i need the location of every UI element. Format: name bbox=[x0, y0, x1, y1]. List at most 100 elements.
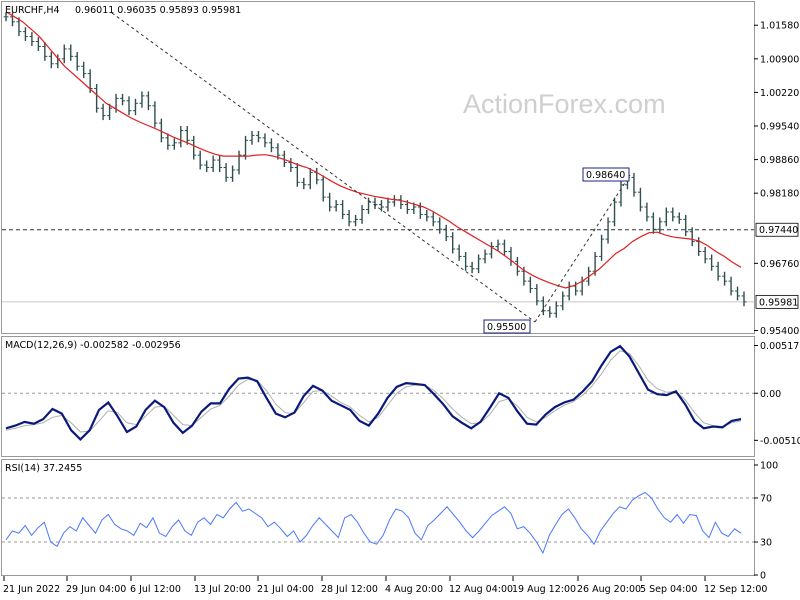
x-tick-label: 12 Sep 12:00 bbox=[704, 584, 767, 595]
price-bar bbox=[391, 195, 397, 207]
macd-panel-frame bbox=[1, 336, 755, 457]
price-bar bbox=[540, 296, 546, 316]
price-ytick-label: 0.96760 bbox=[760, 259, 799, 270]
price-layer: 0.98640 0.95500 bbox=[2, 11, 754, 334]
price-bar bbox=[728, 276, 734, 296]
price-bar bbox=[333, 200, 339, 212]
price-bar bbox=[158, 118, 164, 143]
price-bar bbox=[353, 214, 359, 227]
price-bar bbox=[197, 150, 203, 170]
price-bar bbox=[29, 32, 35, 46]
price-bar bbox=[61, 44, 67, 64]
price-bar bbox=[437, 217, 443, 234]
price-bar bbox=[735, 286, 741, 301]
rsi-line bbox=[5, 491, 742, 555]
price-bar bbox=[424, 209, 430, 222]
price-bar bbox=[327, 192, 333, 212]
price-bar bbox=[171, 138, 177, 150]
price-bar bbox=[476, 254, 482, 274]
price-bar bbox=[514, 256, 520, 276]
price-bar bbox=[631, 172, 637, 197]
price-bar bbox=[372, 197, 378, 209]
price-ytick-label: 1.00220 bbox=[760, 88, 799, 99]
price-bar bbox=[482, 249, 488, 264]
price-bar bbox=[463, 251, 469, 271]
price-bar bbox=[650, 212, 656, 234]
price-bar bbox=[722, 271, 728, 286]
price-bar bbox=[378, 200, 384, 212]
price-bar bbox=[709, 254, 715, 271]
current-price-tag: 0.95981 bbox=[755, 294, 799, 309]
x-tick-label: 28 Jul 12:00 bbox=[321, 584, 378, 595]
price-bar bbox=[553, 301, 559, 318]
macd-layer bbox=[2, 344, 754, 441]
price-bar bbox=[566, 281, 572, 301]
price-bar bbox=[165, 133, 171, 150]
x-tick-label: 21 Jul 04:00 bbox=[257, 584, 314, 595]
price-bar bbox=[94, 84, 100, 113]
level-price-tag-box bbox=[755, 222, 799, 237]
high-annotation-box bbox=[582, 167, 630, 182]
price-bar bbox=[230, 165, 236, 182]
current-price-tag-text: 0.95981 bbox=[759, 297, 798, 308]
price-bar bbox=[398, 195, 404, 209]
high-annotation-text: 0.98640 bbox=[586, 170, 625, 181]
uptrend-line bbox=[534, 174, 631, 323]
price-bar bbox=[320, 175, 326, 202]
low-annotation: 0.95500 bbox=[483, 319, 531, 334]
price-bar bbox=[249, 130, 255, 145]
price-bar bbox=[268, 138, 274, 153]
price-bar bbox=[210, 155, 216, 172]
price-bar bbox=[670, 207, 676, 222]
price-bar bbox=[301, 177, 307, 190]
price-bar bbox=[618, 180, 624, 207]
price-bar bbox=[223, 163, 229, 182]
axis-layer: 1.01580 1.00900 1.00220 0.99540 0.98860 0.981… bbox=[3, 21, 800, 595]
price-bar bbox=[605, 217, 611, 244]
price-ytick-label: 1.00900 bbox=[760, 54, 799, 65]
price-bar bbox=[107, 103, 113, 121]
ohlc-label: 0.96011 0.96035 0.95893 0.95981 bbox=[75, 5, 241, 16]
price-bar bbox=[715, 261, 721, 281]
price-bar bbox=[204, 160, 210, 172]
level-price-tag-text: 0.97440 bbox=[759, 225, 798, 236]
x-tick-label: 4 Aug 20:00 bbox=[385, 584, 443, 595]
rsi-label: RSI(14) 37.2455 bbox=[5, 463, 82, 474]
price-bar bbox=[262, 133, 268, 148]
price-bar bbox=[385, 197, 391, 212]
price-bar bbox=[22, 27, 28, 42]
price-bar bbox=[281, 150, 287, 168]
price-bar bbox=[48, 51, 54, 69]
price-bar bbox=[120, 93, 126, 106]
downtrend-line-extension bbox=[397, 221, 536, 323]
x-tick-label: 26 Aug 20:00 bbox=[577, 584, 641, 595]
price-bar bbox=[132, 98, 138, 116]
low-annotation-text: 0.95500 bbox=[487, 322, 526, 333]
price-bar bbox=[612, 197, 618, 227]
price-bar bbox=[637, 187, 643, 212]
high-annotation: 0.98640 bbox=[582, 167, 630, 182]
downtrend-line bbox=[111, 12, 399, 223]
price-bar bbox=[741, 291, 747, 307]
price-ytick-label: 0.95400 bbox=[760, 326, 799, 337]
price-bar bbox=[456, 244, 462, 261]
rsi-ytick-label: 100 bbox=[760, 461, 778, 472]
moving-average-line bbox=[5, 11, 742, 289]
rsi-layer bbox=[2, 491, 754, 555]
price-bar bbox=[217, 155, 223, 172]
price-panel-frame bbox=[1, 1, 755, 334]
price-bar bbox=[359, 205, 365, 224]
price-bar bbox=[9, 12, 15, 27]
price-bar bbox=[469, 261, 475, 274]
price-bar bbox=[689, 227, 695, 247]
x-tick-label: 21 Jun 2022 bbox=[3, 584, 60, 595]
price-bar bbox=[702, 247, 708, 264]
price-bar bbox=[676, 212, 682, 224]
price-bar bbox=[42, 42, 48, 61]
price-bar bbox=[663, 207, 669, 227]
price-bar bbox=[184, 126, 190, 145]
low-annotation-box bbox=[483, 319, 531, 334]
